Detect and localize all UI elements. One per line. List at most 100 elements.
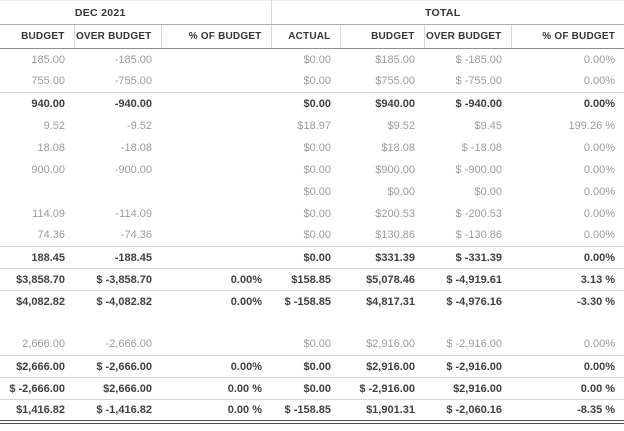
cell: $0.00 — [303, 338, 331, 351]
column-header-row: BUDGET OVER BUDGET % OF BUDGET ACTUAL BU… — [0, 24, 624, 49]
cell — [161, 49, 271, 71]
cell — [161, 71, 271, 93]
cell: $0.00 — [303, 185, 331, 198]
cell: $0.00 — [303, 229, 331, 242]
cell: $0.00 — [303, 53, 331, 66]
cell: $4,082.82 — [0, 290, 74, 313]
table-row: $1,416.82 $ -1,416.82 0.00 % $ -158.85 $1,90… — [0, 399, 624, 424]
report-rows: 185.00 -185.00 $0.00 $185.00 $ -185.00 0.00% 7… — [0, 49, 624, 424]
cell — [271, 313, 340, 334]
table-row: 9.52 -9.52 $18.97 $9.52 $9.45 199.26 % — [0, 115, 624, 137]
cell: $4,817.31 — [340, 290, 424, 313]
cell: 18.08 — [37, 141, 65, 154]
cell: $2,916.00 — [366, 338, 415, 351]
column-header-total-actual: ACTUAL — [270, 24, 340, 49]
cell: -2,666.00 — [105, 338, 152, 351]
cell: $ -185.00 — [455, 53, 502, 66]
cell: $18.08 — [381, 141, 415, 154]
cell — [161, 246, 271, 269]
cell: $2,916.00 — [424, 377, 511, 400]
cell: 940.00 — [0, 92, 74, 115]
cell: $0.00 — [303, 207, 331, 220]
cell: $ -755.00 — [455, 75, 502, 88]
cell: $ -200.53 — [455, 207, 502, 220]
column-header-dec-over-budget: OVER BUDGET — [73, 24, 161, 49]
cell: $940.00 — [340, 92, 424, 115]
cell: 74.36 — [37, 229, 65, 242]
cell: -185.00 — [114, 53, 152, 66]
cell: $0.00 — [303, 141, 331, 154]
cell: 9.52 — [43, 119, 65, 132]
cell — [424, 313, 511, 334]
cell: 0.00% — [161, 355, 271, 378]
cell: $0.00 — [387, 185, 415, 198]
cell: 0.00% — [511, 355, 624, 378]
cell: -74.36 — [120, 229, 152, 242]
cell: $ -4,976.16 — [424, 290, 511, 313]
cell: 755.00 — [31, 75, 65, 88]
cell: $2,666.00 — [74, 377, 161, 400]
cell: $158.85 — [271, 268, 340, 291]
cell: $ -1,416.82 — [74, 399, 161, 424]
group-header-row: DEC 2021 TOTAL — [0, 0, 624, 25]
cell: -3.30 % — [511, 290, 624, 313]
cell: 0.00 % — [161, 377, 271, 400]
cell: -188.45 — [74, 246, 161, 269]
cell: $ -900.00 — [455, 163, 502, 176]
cell: $3,858.70 — [0, 268, 74, 291]
cell: $2,666.00 — [0, 355, 74, 378]
cell: $ -331.39 — [424, 246, 511, 269]
cell: -900.00 — [114, 163, 152, 176]
column-header-dec-pct-of-budget: % OF BUDGET — [160, 24, 271, 49]
cell: 0.00% — [583, 53, 616, 66]
cell: 199.26 % — [568, 119, 616, 132]
cell: 0.00% — [511, 92, 624, 115]
cell: $9.52 — [387, 119, 415, 132]
column-header-dec-budget: BUDGET — [0, 24, 74, 49]
cell: $9.45 — [474, 119, 502, 132]
table-row: 185.00 -185.00 $0.00 $185.00 $ -185.00 0.00% — [0, 49, 624, 71]
cell: $0.00 — [271, 377, 340, 400]
cell: $ -18.08 — [461, 141, 502, 154]
cell: -114.09 — [115, 207, 153, 220]
cell: $331.39 — [340, 246, 424, 269]
cell: 0.00 % — [511, 377, 624, 400]
cell: $ -2,666.00 — [0, 377, 74, 400]
cell: $ -130.86 — [455, 229, 502, 242]
cell: $ -4,082.82 — [74, 290, 161, 313]
cell: -940.00 — [74, 92, 161, 115]
cell — [0, 181, 74, 203]
table-row: 188.45 -188.45 $0.00 $331.39 $ -331.39 0.00% — [0, 246, 624, 269]
cell: $ -2,916.00 — [424, 355, 511, 378]
table-row: $0.00 $0.00 $0.00 0.00% — [0, 181, 624, 203]
cell: $ -2,916.00 — [340, 377, 424, 400]
cell: 0.00% — [583, 185, 616, 198]
column-header-total-budget: BUDGET — [339, 24, 424, 49]
spacer-row — [0, 313, 624, 334]
cell: $0.00 — [271, 246, 340, 269]
cell: 0.00% — [583, 229, 616, 242]
table-row: $ -2,666.00 $2,666.00 0.00 % $0.00 $ -2,916.… — [0, 377, 624, 400]
cell: -9.52 — [126, 119, 152, 132]
cell: 0.00% — [583, 163, 616, 176]
column-header-total-pct-of-budget: % OF BUDGET — [510, 24, 624, 49]
cell: $130.86 — [375, 229, 415, 242]
table-row: 755.00 -755.00 $0.00 $755.00 $ -755.00 0.00% — [0, 71, 624, 93]
cell: $ -2,916.00 — [446, 338, 502, 351]
cell: $ -158.85 — [271, 399, 340, 424]
cell: 0.00% — [583, 207, 616, 220]
table-row: 900.00 -900.00 $0.00 $900.00 $ -900.00 0.00% — [0, 159, 624, 181]
cell: $ -3,858.70 — [74, 268, 161, 291]
table-row: $2,666.00 $ -2,666.00 0.00% $0.00 $2,916.00 $… — [0, 355, 624, 378]
table-row: 940.00 -940.00 $0.00 $940.00 $ -940.00 0.00% — [0, 92, 624, 115]
cell: 114.09 — [32, 207, 65, 220]
table-row: 74.36 -74.36 $0.00 $130.86 $ -130.86 0.00% — [0, 225, 624, 247]
cell — [161, 115, 271, 137]
table-row: 18.08 -18.08 $0.00 $18.08 $ -18.08 0.00% — [0, 137, 624, 159]
cell: 0.00% — [583, 338, 616, 351]
cell — [161, 159, 271, 181]
cell: 0.00% — [583, 75, 616, 88]
cell: $0.00 — [271, 355, 340, 378]
table-row: $4,082.82 $ -4,082.82 0.00% $ -158.85 $4,817… — [0, 290, 624, 313]
